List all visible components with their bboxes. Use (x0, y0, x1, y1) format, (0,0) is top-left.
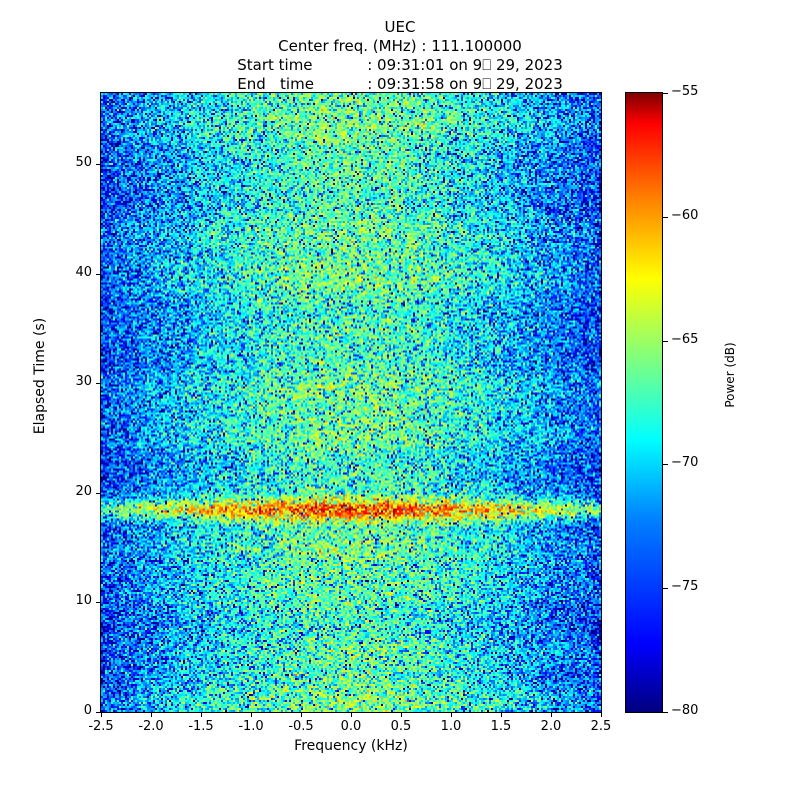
colorbar-tick-mark (663, 93, 668, 94)
x-tick-label: -2.5 (88, 719, 114, 734)
colorbar-tick-mark (663, 341, 668, 342)
y-tick-label: 0 (83, 703, 92, 718)
x-axis-label: Frequency (kHz) (294, 738, 408, 754)
x-tick-mark (351, 713, 352, 717)
colorbar-tick-label: −65 (671, 332, 699, 347)
colorbar-tick-label: −70 (671, 455, 699, 470)
title-station: UEC (384, 18, 416, 36)
x-tick-label: -2.0 (138, 719, 164, 734)
title-end-time-label: End time (237, 75, 314, 93)
y-axis-label: Elapsed Time (s) (32, 317, 48, 435)
colorbar-tick-mark (663, 217, 668, 218)
colorbar-gradient (625, 92, 663, 713)
y-tick-mark (96, 712, 100, 713)
x-tick-mark (251, 713, 252, 717)
x-tick-label: 0.5 (390, 719, 412, 734)
x-tick-label: -1.5 (188, 719, 214, 734)
title-start-time-row: Start time : 09:31:01 on 9⎕ 29, 2023 (237, 56, 563, 75)
x-tick-mark (151, 713, 152, 717)
x-tick-label: 2.0 (540, 719, 562, 734)
title-end-time-row: End time : 09:31:58 on 9⎕ 29, 2023 (237, 75, 563, 94)
colorbar-tick-label: −75 (671, 579, 699, 594)
colorbar-tick-label: −60 (671, 208, 699, 223)
y-tick-mark (96, 493, 100, 494)
colorbar-tick-label: −80 (671, 703, 699, 718)
y-tick-mark (96, 164, 100, 165)
x-tick-label: 1.5 (490, 719, 512, 734)
x-tick-mark (601, 713, 602, 717)
title-end-time-value: : 09:31:58 on 9⎕ 29, 2023 (367, 75, 563, 93)
x-tick-label: -0.5 (288, 719, 314, 734)
x-tick-label: 2.5 (590, 719, 612, 734)
colorbar-tick-mark (663, 712, 668, 713)
y-tick-mark (96, 383, 100, 384)
x-tick-mark (501, 713, 502, 717)
y-tick-label: 10 (75, 593, 92, 608)
spectrogram-image (101, 93, 601, 712)
y-tick-label: 50 (75, 155, 92, 170)
title-start-time-value: : 09:31:01 on 9⎕ 29, 2023 (367, 56, 563, 74)
colorbar-tick-mark (663, 464, 668, 465)
x-tick-mark (301, 713, 302, 717)
title-start-time-label: Start time (237, 56, 313, 74)
colorbar-label: Power (dB) (723, 342, 737, 408)
x-tick-mark (101, 713, 102, 717)
spectrogram-plot-area[interactable] (100, 92, 602, 713)
chart-title-block: UEC Center freq. (MHz) : 111.100000 Star… (0, 18, 800, 94)
x-tick-mark (201, 713, 202, 717)
x-tick-label: 0.0 (340, 719, 362, 734)
y-tick-mark (96, 274, 100, 275)
colorbar-tick-label: −55 (671, 84, 699, 99)
title-center-freq: Center freq. (MHz) : 111.100000 (278, 37, 522, 55)
y-tick-label: 30 (75, 374, 92, 389)
title-time-table: Start time : 09:31:01 on 9⎕ 29, 2023 End … (237, 56, 563, 94)
x-tick-mark (451, 713, 452, 717)
y-tick-mark (96, 602, 100, 603)
y-tick-label: 20 (75, 484, 92, 499)
x-tick-label: -1.0 (238, 719, 264, 734)
x-tick-mark (401, 713, 402, 717)
colorbar-tick-mark (663, 588, 668, 589)
y-tick-label: 40 (75, 265, 92, 280)
x-tick-mark (551, 713, 552, 717)
x-tick-label: 1.0 (440, 719, 462, 734)
